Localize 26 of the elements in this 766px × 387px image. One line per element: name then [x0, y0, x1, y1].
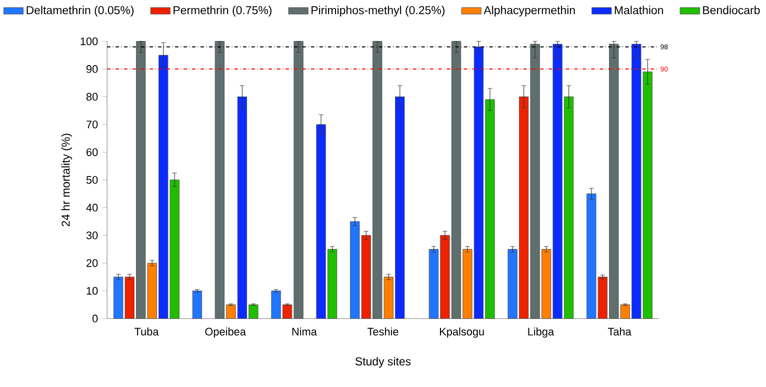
y-tick-label: 70 [86, 120, 98, 129]
y-tick-label: 20 [86, 259, 98, 268]
y-tick-label: 50 [86, 176, 98, 184]
x-tick-label: Kpalsogu [440, 328, 484, 338]
y-tick-label: 40 [86, 204, 98, 212]
y-tick-label: 80 [86, 93, 98, 101]
x-axis-title: Study sites [355, 357, 411, 368]
y-tick-label: 60 [86, 148, 98, 156]
x-tick-label: Teshie [367, 328, 398, 336]
x-tick-label: Taha [608, 328, 632, 336]
legend-label: Pirimiphos-methyl (0.25%) [312, 6, 444, 17]
x-tick-label: Tuba [134, 328, 159, 336]
y-axis-title: 24 hr mortality (%) [61, 134, 72, 226]
x-tick-label: Libga [528, 328, 554, 338]
legend-label: Deltamethrin (0.05%) [26, 6, 134, 17]
legend-label: Alphacypermethin [484, 6, 575, 17]
legend-label: Malathion [614, 6, 663, 14]
y-tick-label: 100 [80, 38, 98, 46]
y-tick-label: 30 [86, 232, 98, 240]
x-tick-label: Opeibea [205, 328, 246, 338]
x-tick-label: Nima [292, 328, 317, 336]
legend-label: Bendiocarb [703, 6, 760, 14]
y-tick-label: 10 [86, 287, 98, 295]
legend-label: Permethrin (0.75%) [174, 6, 272, 17]
y-tick-label: 90 [86, 65, 98, 74]
y-tick-label: 0 [92, 314, 98, 323]
